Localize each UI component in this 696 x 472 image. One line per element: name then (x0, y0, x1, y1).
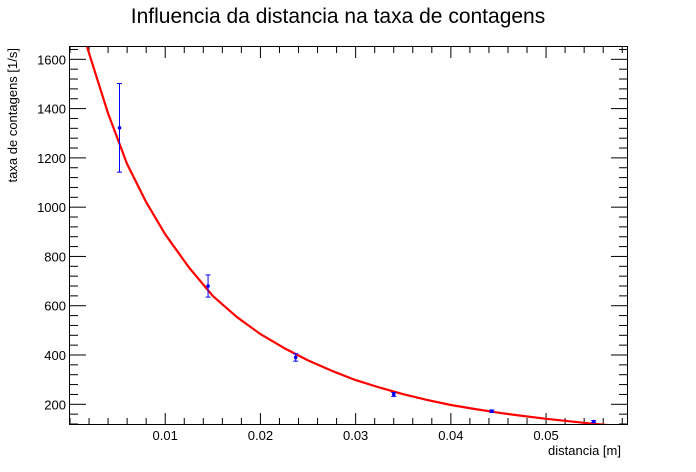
data-marker (591, 419, 596, 424)
plot-frame (69, 46, 628, 425)
y-tick-label: 1200 (37, 151, 66, 166)
y-tick-label: 200 (44, 397, 66, 412)
fit-curve (86, 47, 609, 424)
x-tick-label: 0.02 (248, 428, 273, 443)
data-points-layer (117, 82, 597, 424)
data-point (205, 274, 211, 298)
y-tick-label: 400 (44, 348, 66, 363)
chart-title: Influencia da distancia na taxa de conta… (131, 5, 545, 28)
x-axis-tick-labels: 0.01 0.02 0.03 0.04 0.05 (153, 428, 559, 443)
x-axis-ticks (69, 47, 623, 424)
data-marker (293, 355, 298, 360)
y-tick-label: 1000 (37, 200, 66, 215)
data-marker (391, 392, 396, 397)
y-tick-label: 1400 (37, 102, 66, 117)
x-tick-label: 0.04 (438, 428, 463, 443)
x-tick-label: 0.01 (153, 428, 178, 443)
y-axis-tick-labels: 200 400 600 800 1000 1200 1400 1600 (37, 52, 66, 412)
data-point (117, 82, 123, 173)
y-axis-label: taxa de contagens [1/s] (5, 48, 20, 182)
data-point (591, 419, 597, 424)
data-marker (117, 126, 122, 130)
x-tick-label: 0.05 (533, 428, 558, 443)
y-tick-label: 600 (44, 299, 66, 314)
data-marker (489, 409, 494, 413)
y-tick-label: 1600 (37, 52, 66, 67)
data-marker (206, 284, 210, 288)
data-point (391, 391, 397, 397)
y-tick-label: 800 (44, 249, 66, 264)
data-point (489, 409, 495, 413)
x-axis-label: distancia [m] (548, 443, 621, 458)
fit-curve-layer (86, 47, 609, 424)
data-point (293, 353, 299, 362)
x-tick-label: 0.03 (343, 428, 368, 443)
y-axis-ticks (70, 48, 627, 425)
